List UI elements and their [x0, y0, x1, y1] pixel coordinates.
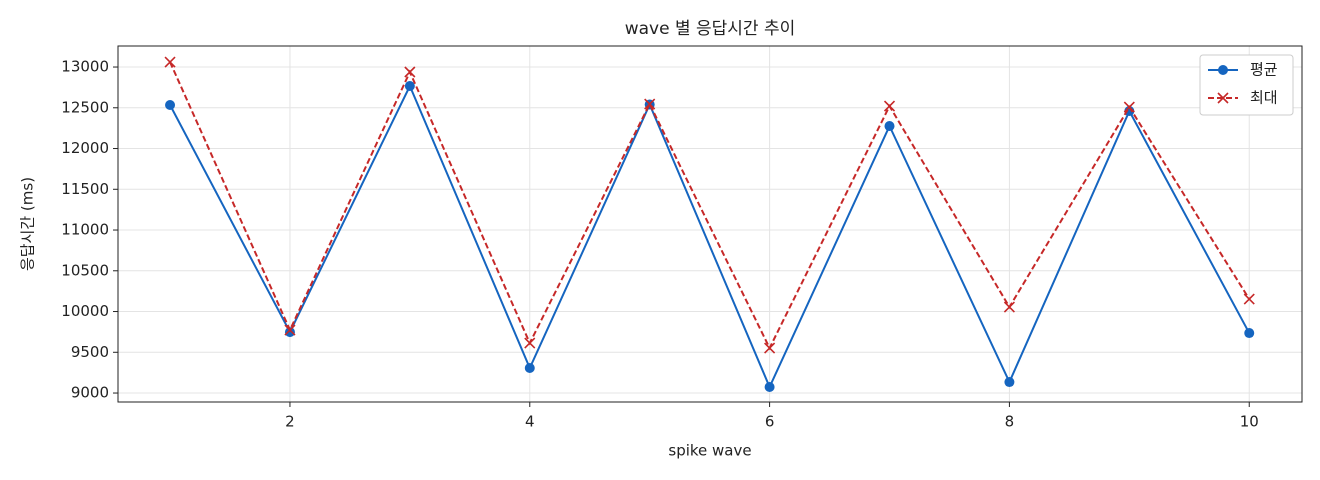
- legend-marker: [1217, 92, 1229, 104]
- y-tick-label: 9000: [71, 384, 109, 402]
- marker: [883, 100, 896, 112]
- marker: [764, 382, 775, 393]
- marker: [1243, 293, 1255, 305]
- plot-frame: [117, 45, 1303, 403]
- y-tick-label: 11500: [61, 180, 109, 198]
- chart-title: wave 별 응답시간 추이: [625, 19, 796, 39]
- y-tick-label: 12500: [61, 98, 109, 116]
- marker: [1123, 101, 1135, 113]
- marker: [404, 81, 415, 92]
- series-line: [169, 83, 1251, 390]
- marker: [764, 342, 776, 354]
- marker: [164, 56, 176, 68]
- y-axis-label: 응답시간 (ms): [19, 177, 37, 271]
- marker: [1004, 377, 1015, 388]
- y-tick-label: 13000: [61, 58, 109, 76]
- x-tick-label: 6: [765, 413, 775, 431]
- marker: [524, 337, 536, 349]
- marker: [284, 324, 296, 336]
- series-line: [169, 61, 1251, 351]
- marker: [524, 363, 535, 374]
- marker: [644, 98, 656, 110]
- marker: [884, 121, 895, 132]
- x-tick-label: 2: [285, 413, 295, 431]
- legend-label: 최대: [1250, 89, 1278, 107]
- y-tick-label: 10000: [61, 302, 109, 320]
- y-tick-label: 12000: [61, 139, 109, 157]
- marker: [165, 100, 176, 111]
- marker: [404, 66, 416, 78]
- legend-label: 평균: [1250, 61, 1278, 79]
- y-tick-label: 9500: [71, 343, 109, 361]
- y-tick-label: 11000: [61, 221, 109, 239]
- marker: [1003, 301, 1015, 313]
- marker: [1244, 328, 1255, 339]
- x-tick-label: 10: [1240, 413, 1259, 431]
- x-tick-label: 8: [1005, 413, 1015, 431]
- y-tick-label: 10500: [61, 261, 109, 279]
- legend-marker: [1218, 65, 1228, 75]
- x-tick-label: 4: [525, 413, 535, 431]
- x-axis-label: spike wave: [668, 442, 751, 460]
- legend-box: [1199, 54, 1294, 116]
